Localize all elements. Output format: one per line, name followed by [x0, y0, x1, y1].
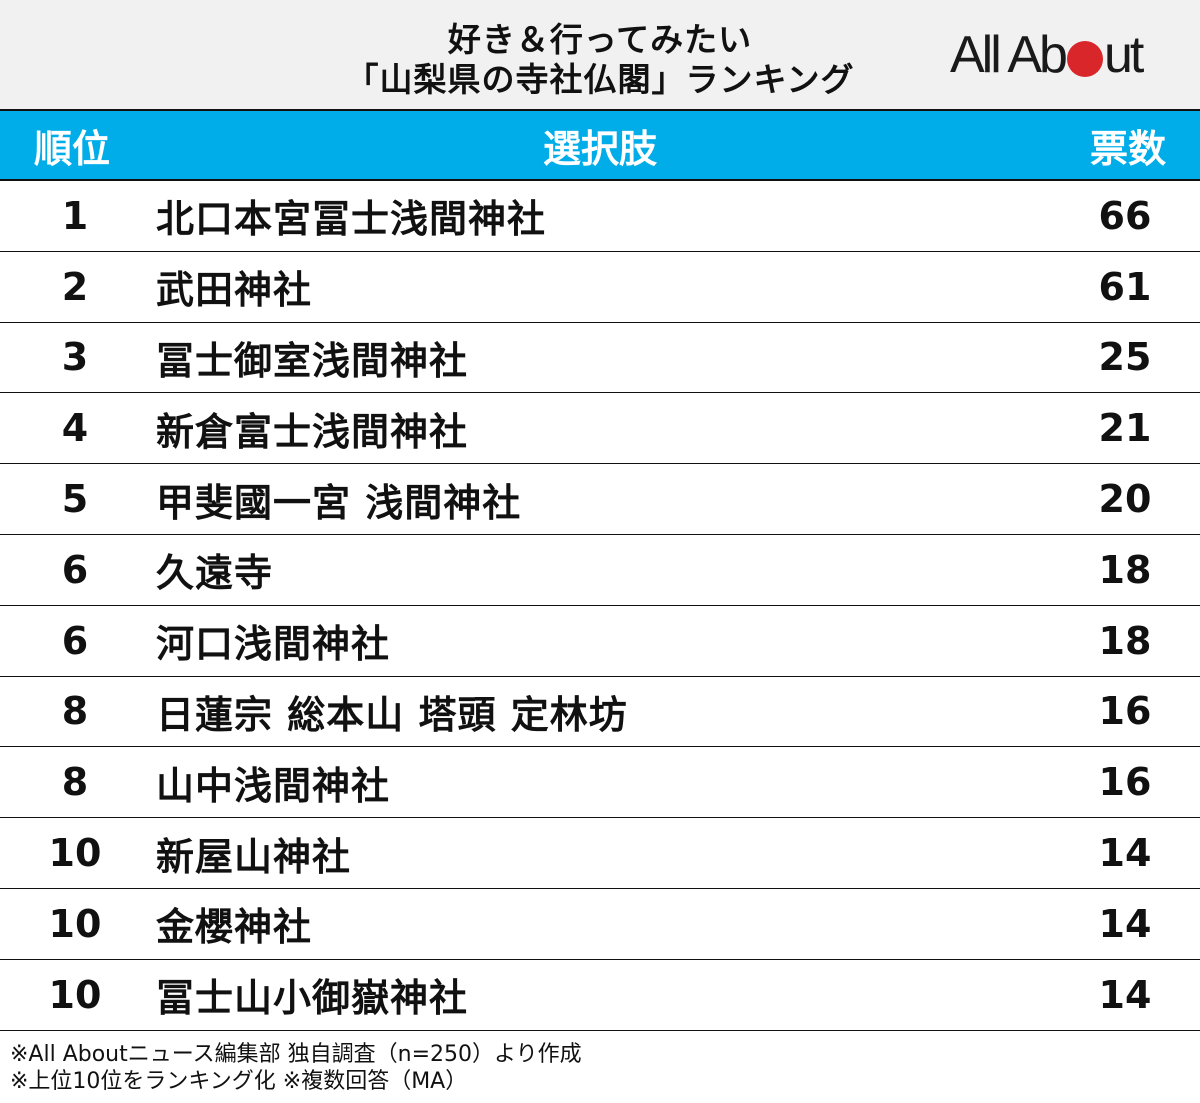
column-header-votes: 票数 — [1089, 126, 1166, 171]
logo-text-before: All Ab — [950, 26, 1068, 84]
name-cell: 冨士御室浅間神社 — [156, 338, 469, 383]
rank-cell: 10 — [48, 901, 102, 946]
name-cell: 新倉富士浅間神社 — [156, 409, 469, 454]
votes-cell: 16 — [1098, 760, 1152, 805]
footer-note-method: ※上位10位をランキング化 ※複数回答（MA） — [10, 1068, 468, 1094]
rank-cell: 5 — [61, 477, 89, 522]
name-cell: 甲斐國一宮 浅間神社 — [156, 480, 522, 525]
votes-cell: 18 — [1098, 547, 1152, 592]
votes-cell: 25 — [1098, 335, 1152, 380]
name-cell: 河口浅間神社 — [156, 622, 391, 667]
name-cell: 武田神社 — [156, 268, 313, 313]
column-header-rank: 順位 — [34, 126, 111, 171]
rank-cell: 10 — [48, 972, 102, 1017]
table-row: 1 北口本宮冨士浅間神社 66 — [0, 181, 1200, 252]
rank-cell: 8 — [61, 760, 89, 805]
table-row: 4 新倉富士浅間神社 21 — [0, 393, 1200, 465]
name-cell: 北口本宮冨士浅間神社 — [156, 197, 547, 242]
table-row: 8 山中浅間神社 16 — [0, 747, 1200, 819]
votes-cell: 14 — [1098, 901, 1152, 946]
table-row: 6 河口浅間神社 18 — [0, 606, 1200, 677]
votes-cell: 14 — [1098, 831, 1152, 876]
logo-text-after: ut — [1103, 26, 1144, 84]
table-row: 10 新屋山神社 14 — [0, 818, 1200, 889]
table-row: 5 甲斐國一宮 浅間神社 20 — [0, 464, 1200, 535]
name-cell: 新屋山神社 — [156, 834, 352, 879]
footer-notes: ※All Aboutニュース編集部 独自調査（n=250）より作成 ※上位10位… — [0, 1031, 1200, 1095]
name-cell: 金櫻神社 — [156, 905, 313, 950]
table-row: 10 金櫻神社 14 — [0, 889, 1200, 960]
votes-cell: 14 — [1098, 972, 1152, 1017]
votes-cell: 20 — [1098, 477, 1152, 522]
name-cell: 久遠寺 — [156, 551, 274, 596]
table-row: 6 久遠寺 18 — [0, 535, 1200, 606]
votes-cell: 18 — [1098, 618, 1152, 663]
allabout-logo: All Ab ut — [950, 26, 1144, 84]
table-row: 8 日蓮宗 総本山 塔頭 定林坊 16 — [0, 677, 1200, 748]
table-row: 10 冨士山小御嶽神社 14 — [0, 960, 1200, 1031]
table-header: 順位 選択肢 票数 — [0, 111, 1200, 181]
rank-cell: 3 — [61, 335, 89, 380]
rank-cell: 6 — [61, 547, 89, 592]
votes-cell: 61 — [1098, 264, 1152, 309]
column-header-choice: 選択肢 — [542, 126, 657, 171]
rank-cell: 6 — [61, 618, 89, 663]
rank-cell: 2 — [61, 264, 89, 309]
title-line-2: 「山梨県の寺社仏閣」ランキング — [345, 60, 855, 99]
ranking-table: 順位 選択肢 票数 1 北口本宮冨士浅間神社 66 2 武田神社 61 3 冨士… — [0, 111, 1200, 1031]
title-line-1: 好き＆行ってみたい — [447, 20, 753, 59]
rank-cell: 10 — [48, 831, 102, 876]
table-row: 2 武田神社 61 — [0, 252, 1200, 323]
name-cell: 日蓮宗 総本山 塔頭 定林坊 — [156, 692, 628, 737]
rank-cell: 8 — [61, 689, 89, 734]
votes-cell: 66 — [1098, 193, 1152, 238]
votes-cell: 21 — [1098, 406, 1152, 451]
footer-note-source: ※All Aboutニュース編集部 独自調査（n=250）より作成 — [10, 1041, 582, 1067]
table-row: 3 冨士御室浅間神社 25 — [0, 323, 1200, 394]
rank-cell: 1 — [61, 193, 89, 238]
votes-cell: 16 — [1098, 689, 1152, 734]
logo-red-dot-icon — [1066, 41, 1103, 77]
header: 好き＆行ってみたい 「山梨県の寺社仏閣」ランキング All Ab ut — [0, 0, 1200, 111]
rank-cell: 4 — [61, 406, 89, 451]
page-title: 好き＆行ってみたい 「山梨県の寺社仏閣」ランキング — [0, 20, 1200, 100]
name-cell: 山中浅間神社 — [156, 763, 391, 808]
name-cell: 冨士山小御嶽神社 — [156, 976, 469, 1021]
